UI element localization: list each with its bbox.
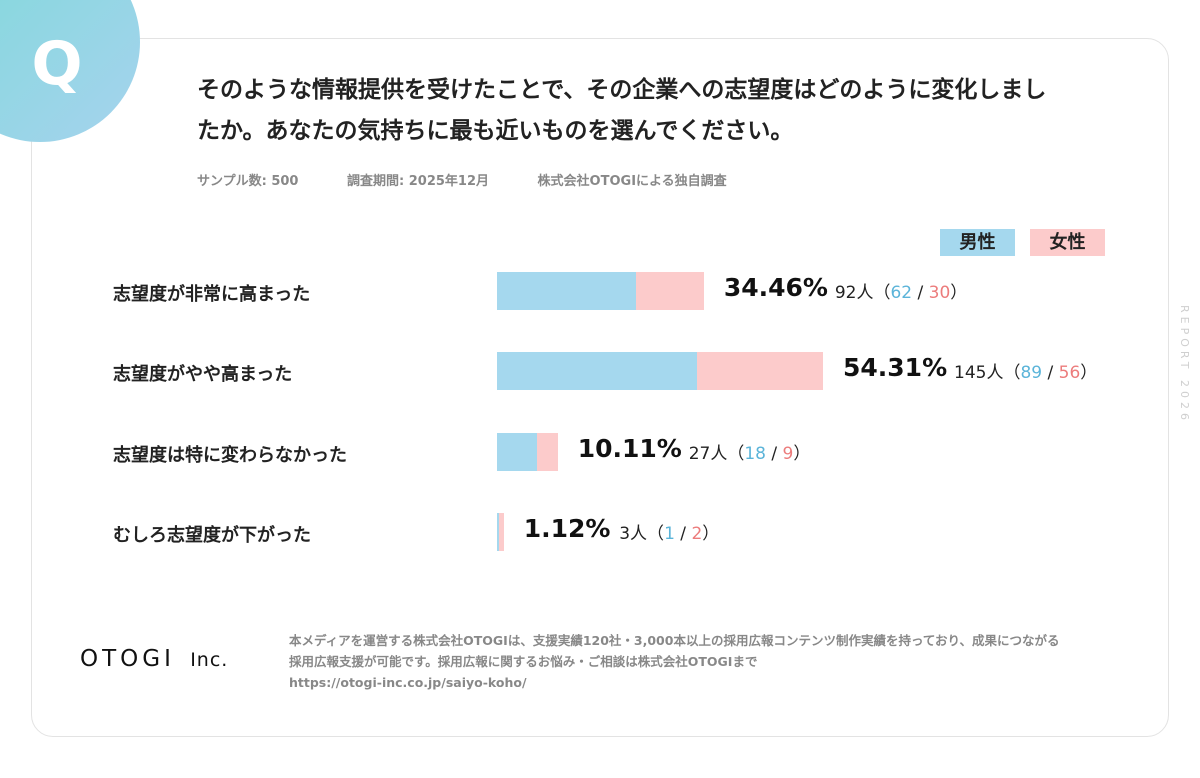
count-label: 92人（62 / 30） (835, 278, 967, 303)
sample-size: サンプル数: 500 (197, 174, 299, 189)
bar-segment-female (636, 272, 704, 310)
category-label: 志望度は特に変わらなかった (113, 445, 347, 466)
footer-text: 本メディアを運営する株式会社OTOGIは、支援実績120社・3,000本以上の採… (289, 630, 1149, 693)
category-label: 志望度が非常に高まった (113, 284, 311, 305)
category-label: 志望度がやや高まった (113, 364, 293, 385)
footer-line-1: 本メディアを運営する株式会社OTOGIは、支援実績120社・3,000本以上の採… (289, 633, 1060, 648)
count-close: ） (702, 524, 720, 544)
count-separator: / (912, 283, 929, 303)
count-close: ） (950, 283, 968, 303)
footer-line-2: 採用広報支援が可能です。採用広報に関するお悩み・ご相談は株式会社OTOGIまで (289, 654, 758, 669)
count-label: 145人（89 / 56） (954, 358, 1097, 383)
legend-female: 女性 (1030, 229, 1105, 256)
count-female: 56 (1058, 363, 1081, 383)
otogi-logo: OTOGI Inc. (80, 646, 228, 672)
bar-segment-female (537, 433, 558, 471)
category-label: むしろ志望度が下がった (113, 525, 311, 546)
count-close: ） (793, 444, 811, 464)
count-male: 18 (744, 444, 766, 464)
count-label: 27人（18 / 9） (689, 439, 811, 464)
footer-url[interactable]: https://otogi-inc.co.jp/saiyo-koho/ (289, 675, 527, 690)
count-male: 62 (890, 283, 913, 303)
q-letter: Q (31, 29, 83, 99)
question-line-2: たか。あなたの気持ちに最も近いものを選んでください。 (197, 118, 794, 144)
count-total: 3人（ (619, 524, 665, 544)
count-male: 1 (664, 524, 675, 544)
question-text: そのような情報提供を受けたことで、その企業への志望度はどのように変化しまし たか… (197, 70, 1127, 152)
count-female: 9 (782, 444, 794, 464)
bar-segment-female (697, 352, 823, 390)
survey-source: 株式会社OTOGIによる独自調査 (537, 174, 727, 189)
count-separator: / (765, 444, 783, 464)
card-frame (31, 38, 1169, 737)
count-total: 92人（ (834, 283, 891, 303)
side-report-label: REPORT 2026 (1178, 305, 1191, 424)
logo-suffix: Inc. (190, 649, 229, 671)
count-total: 27人（ (688, 444, 745, 464)
count-separator: / (674, 524, 692, 544)
logo-main: OTOGI (80, 646, 175, 672)
count-close: ） (1080, 363, 1098, 383)
percent-label: 1.12% (523, 514, 611, 543)
count-female: 30 (928, 283, 951, 303)
percent-label: 34.46% (723, 273, 828, 302)
survey-period: 調査期間: 2025年12月 (347, 174, 490, 189)
bar-segment-male (497, 272, 637, 310)
legend-male: 男性 (940, 229, 1015, 256)
percent-label: 54.31% (843, 353, 948, 382)
survey-meta: サンプル数: 500 調査期間: 2025年12月 株式会社OTOGIによる独自… (197, 170, 771, 189)
bar-segment-female (499, 513, 504, 551)
count-label: 3人（1 / 2） (619, 519, 719, 544)
count-total: 145人（ (954, 363, 1021, 383)
percent-label: 10.11% (577, 434, 682, 463)
question-line-1: そのような情報提供を受けたことで、その企業への志望度はどのように変化しまし (197, 77, 1047, 103)
count-female: 2 (691, 524, 703, 544)
count-male: 89 (1020, 363, 1043, 383)
bar-segment-male (497, 352, 698, 390)
bar-segment-male (497, 433, 538, 471)
count-separator: / (1042, 363, 1059, 383)
bar-segment-male (497, 513, 500, 551)
